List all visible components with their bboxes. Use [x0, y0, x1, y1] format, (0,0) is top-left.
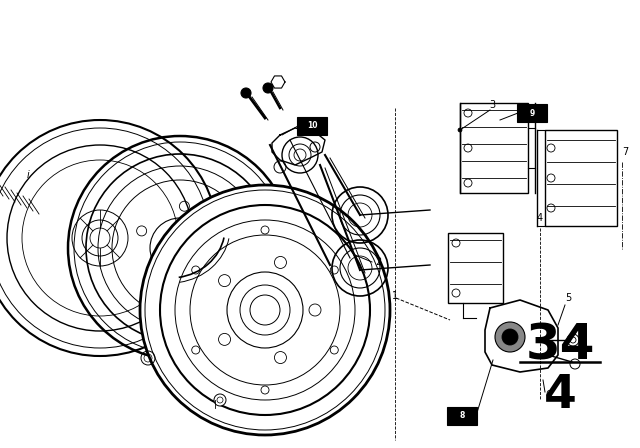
Circle shape	[241, 88, 251, 98]
Text: 4: 4	[537, 213, 543, 223]
Text: 6: 6	[545, 390, 551, 400]
Text: 4: 4	[543, 372, 577, 418]
Circle shape	[502, 329, 518, 345]
Circle shape	[495, 322, 525, 352]
Text: 5: 5	[565, 293, 571, 303]
Circle shape	[214, 394, 226, 406]
Circle shape	[250, 295, 280, 325]
FancyBboxPatch shape	[297, 117, 327, 135]
Bar	[460, 103, 528, 193]
Text: i: i	[27, 170, 29, 180]
Bar	[448, 233, 503, 303]
Circle shape	[170, 238, 190, 258]
Text: 9: 9	[529, 108, 534, 117]
Text: 8: 8	[460, 412, 465, 421]
Text: 1: 1	[392, 291, 398, 301]
FancyBboxPatch shape	[447, 407, 477, 425]
Bar	[545, 130, 617, 226]
Text: 3: 3	[489, 100, 495, 110]
Text: 10: 10	[307, 121, 317, 130]
Circle shape	[263, 83, 273, 93]
Circle shape	[458, 128, 462, 132]
Circle shape	[140, 185, 390, 435]
Text: 34: 34	[525, 321, 595, 369]
Text: 2: 2	[375, 257, 381, 267]
FancyBboxPatch shape	[517, 104, 547, 122]
Text: 7: 7	[622, 147, 628, 157]
